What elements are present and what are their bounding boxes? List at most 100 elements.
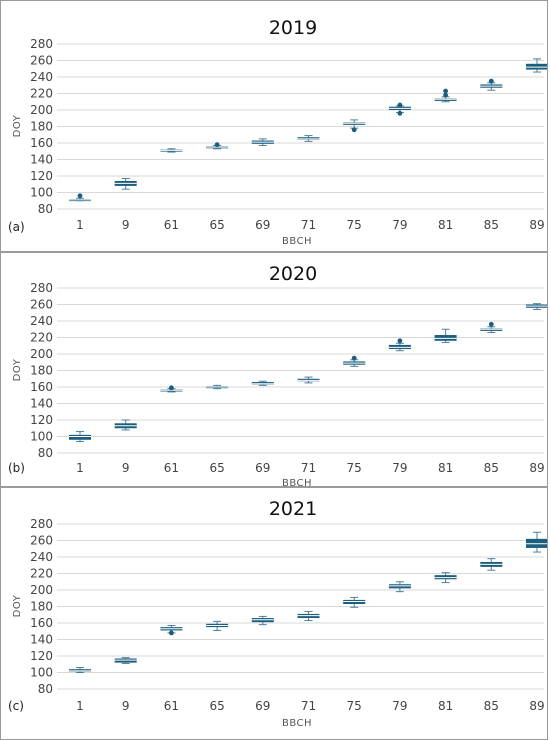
x-tick-label: 79 <box>392 218 407 232</box>
y-axis-label: DOY <box>12 358 23 381</box>
chart-title: 2020 <box>269 263 317 285</box>
box-75 <box>343 596 366 608</box>
chart-panel-2020: 2020 80 100 120 140 160 180 200 220 240 260 280 DOY (… <box>0 252 548 487</box>
y-tick-label: 240 <box>30 314 53 328</box>
y-tick-label: 140 <box>30 633 53 647</box>
x-tick-label: 61 <box>164 699 179 713</box>
y-tick-label: 80 <box>38 202 53 216</box>
x-tick-label: 1 <box>76 461 84 475</box>
box-89 <box>526 303 547 310</box>
x-tick-label: 79 <box>392 699 407 713</box>
x-tick-label: 85 <box>484 218 499 232</box>
panel-label: (b) <box>8 461 25 475</box>
x-tick-label: 89 <box>529 218 544 232</box>
y-axis-label: DOY <box>12 594 23 617</box>
outlier-point <box>443 92 448 98</box>
y-tick-label: 260 <box>30 298 53 312</box>
box-85 <box>480 321 503 334</box>
y-tick-label: 120 <box>30 169 53 183</box>
x-tick-label: 69 <box>255 218 270 232</box>
y-tick-label: 260 <box>30 54 53 68</box>
box-81 <box>434 572 457 584</box>
x-tick-label: 1 <box>76 699 84 713</box>
chart-title: 2021 <box>269 498 317 520</box>
box-1 <box>69 667 91 673</box>
x-tick-label: 65 <box>209 218 224 232</box>
x-tick-label: 85 <box>484 461 499 475</box>
outlier-point <box>397 338 403 344</box>
x-axis-label: BBCH <box>282 236 312 247</box>
y-tick-label: 220 <box>30 331 53 345</box>
x-tick-label: 71 <box>301 699 316 713</box>
outlier-point <box>77 193 83 199</box>
x-tick-label: 65 <box>209 461 224 475</box>
x-tick-label: 75 <box>347 461 362 475</box>
outlier-point <box>397 110 403 116</box>
x-tick-label: 9 <box>122 218 130 232</box>
panel-label: (a) <box>8 220 25 234</box>
x-tick-label: 1 <box>76 218 84 232</box>
x-tick-label: 75 <box>347 699 362 713</box>
box-9 <box>114 657 137 664</box>
chart-panel-2021: 2021 80 100 120 140 160 180 200 220 240 260 280 DOY (… <box>0 487 548 740</box>
y-tick-label: 240 <box>30 550 53 564</box>
box-79 <box>388 581 411 593</box>
y-tick-label: 100 <box>30 430 53 444</box>
box-89 <box>526 531 547 553</box>
y-tick-label: 140 <box>30 153 53 167</box>
x-tick-label: 75 <box>347 218 362 232</box>
box-85 <box>480 78 503 91</box>
box-65 <box>206 620 229 631</box>
y-tick-label: 280 <box>30 37 53 51</box>
x-tick-label: 9 <box>122 461 130 475</box>
y-tick-label: 220 <box>30 87 53 101</box>
y-tick-label: 120 <box>30 413 53 427</box>
outlier-point <box>169 385 174 391</box>
outlier-point <box>488 78 494 84</box>
x-tick-label: 71 <box>301 218 316 232</box>
box-1 <box>69 431 91 442</box>
x-tick-label: 89 <box>529 699 544 713</box>
outlier-point <box>169 630 174 636</box>
y-tick-label: 160 <box>30 136 53 150</box>
box-69 <box>251 615 274 626</box>
y-tick-label: 180 <box>30 600 53 614</box>
x-axis-label: BBCH <box>282 718 312 729</box>
box-69 <box>251 138 274 146</box>
chart-svg: 2021 80 100 120 140 160 180 200 220 240 260 280 DOY (… <box>8 498 547 729</box>
box-79 <box>388 102 411 116</box>
y-tick-label: 200 <box>30 583 53 597</box>
x-tick-label: 85 <box>484 699 499 713</box>
x-tick-label: 81 <box>438 699 453 713</box>
y-tick-label: 140 <box>30 397 53 411</box>
box-65 <box>206 142 229 150</box>
box-61 <box>160 148 183 153</box>
box-61 <box>160 624 183 636</box>
x-tick-label: 81 <box>438 461 453 475</box>
y-tick-label: 160 <box>30 380 53 394</box>
x-axis-label: BBCH <box>282 478 312 486</box>
box-61 <box>160 385 183 393</box>
chart-title: 2019 <box>269 17 317 39</box>
y-tick-label: 240 <box>30 70 53 84</box>
y-tick-label: 260 <box>30 534 53 548</box>
box-65 <box>206 384 229 390</box>
outlier-point <box>397 102 403 108</box>
x-tick-label: 65 <box>209 699 224 713</box>
outlier-point <box>351 127 357 133</box>
y-tick-label: 200 <box>30 103 53 117</box>
y-axis-label: DOY <box>12 114 23 137</box>
box-71 <box>297 135 320 142</box>
x-tick-label: 89 <box>529 461 544 475</box>
chart-panel-2019: 2019 80 100 120 140 160 180 200 220 240 260 280 DOY (… <box>0 0 548 252</box>
y-tick-label: 160 <box>30 616 53 630</box>
y-tick-label: 120 <box>30 649 53 663</box>
y-tick-label: 180 <box>30 120 53 134</box>
outlier-point <box>488 321 494 327</box>
box-81 <box>434 328 457 343</box>
chart-svg: 2019 80 100 120 140 160 180 200 220 240 260 280 DOY (… <box>8 17 547 247</box>
box-75 <box>343 355 366 367</box>
outlier-point <box>214 142 220 148</box>
box-1 <box>69 193 91 202</box>
box-9 <box>114 177 137 190</box>
